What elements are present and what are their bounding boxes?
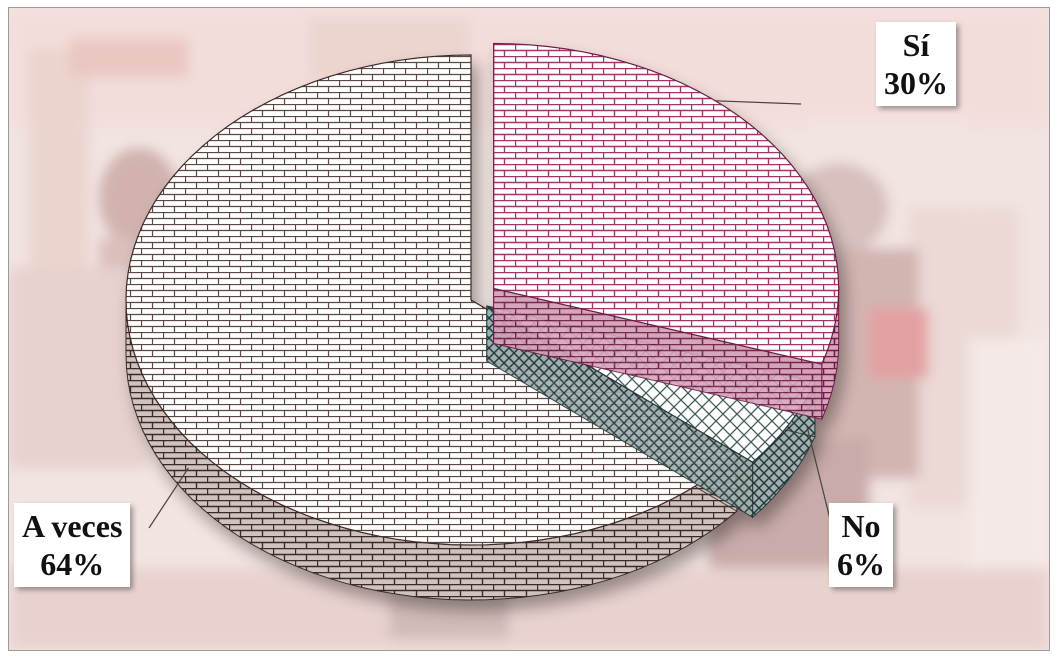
slice-label-name: No [841, 508, 881, 544]
pie-chart [125, 42, 840, 601]
slice-label-no: No 6% [829, 503, 893, 587]
pie-slice-a-veces-top [125, 54, 738, 546]
slice-label-a-veces: A veces 64% [14, 503, 131, 587]
slice-label-value: 6% [837, 546, 885, 582]
slice-label-name: A veces [22, 508, 123, 544]
slice-label-name: Sí [902, 27, 930, 63]
pie-slice-si-top [493, 42, 840, 365]
slice-label-value: 30% [884, 65, 948, 101]
slice-label-si: Sí 30% [876, 22, 956, 106]
leader-line [715, 100, 802, 105]
slice-label-value: 64% [40, 546, 105, 582]
pie-slice-si [493, 42, 840, 420]
chart-frame: Sí 30% No 6% A veces 64% [8, 7, 1050, 651]
leader-line [148, 467, 189, 529]
